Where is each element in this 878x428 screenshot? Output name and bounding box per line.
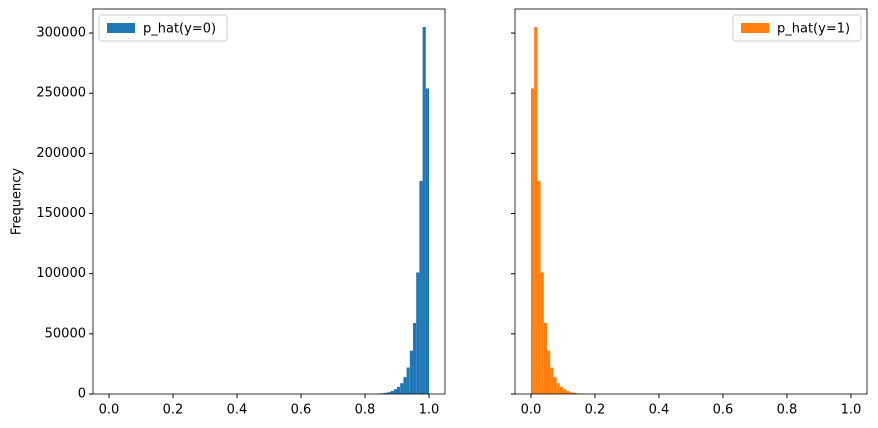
y-tick-label: 150000 [36,206,86,221]
histogram-bar [534,27,538,394]
histogram-bar [387,392,391,394]
histogram-bar [416,272,420,394]
x-tick-label: 0.8 [355,403,376,418]
histogram-bar [566,390,570,394]
histogram-bar [531,88,535,394]
histogram-bar [393,389,397,394]
legend-label: p_hat(y=0) [143,22,216,37]
histogram-bar [397,386,401,394]
histogram-bar [537,181,541,394]
x-tick-label: 0.2 [163,403,184,418]
histogram-bar [413,323,417,394]
histogram-bar [422,27,426,394]
y-tick-label: 50000 [45,326,86,341]
x-tick-label: 0.4 [227,403,248,418]
histogram-bar [550,367,554,394]
y-tick-label: 100000 [36,266,86,281]
histogram-bar [400,383,404,394]
histogram-bar [406,367,410,394]
histogram-bar [384,392,388,394]
histogram-bar [425,88,429,394]
x-tick-label: 0.0 [521,403,542,418]
histogram-bar [559,386,563,394]
histogram-bar [569,392,573,394]
legend-box [732,14,862,42]
histogram-bar [556,383,560,394]
x-tick-label: 0.6 [291,403,312,418]
histogram-bar [543,323,547,394]
x-tick-label: 1.0 [419,403,440,418]
x-tick-label: 0.2 [585,403,606,418]
x-tick-label: 0.0 [99,403,120,418]
y-tick-label: 200000 [36,146,86,161]
histogram-bar [540,272,544,394]
histogram-bar [390,390,394,394]
y-axis-label: Frequency [10,168,25,235]
histogram-bar [572,392,576,394]
histogram-bar [419,181,423,394]
y-tick-label: 300000 [36,26,86,41]
y-tick-label: 250000 [36,86,86,101]
legend-label: p_hat(y=1) [777,22,850,37]
histogram-bar [547,350,551,394]
x-tick-label: 0.4 [649,403,670,418]
legend-swatch [741,23,769,33]
histogram-bar [403,377,407,394]
x-tick-label: 1.0 [841,403,862,418]
axes-frame [92,8,446,395]
legend-swatch [107,23,135,33]
x-tick-label: 0.8 [777,403,798,418]
y-tick-label: 0 [78,387,86,402]
histogram-bar [563,389,567,394]
x-tick-label: 0.6 [713,403,734,418]
histogram-bar [553,377,557,394]
legend-box [98,14,228,42]
histogram-bar [409,350,413,394]
axes-frame [514,8,868,395]
